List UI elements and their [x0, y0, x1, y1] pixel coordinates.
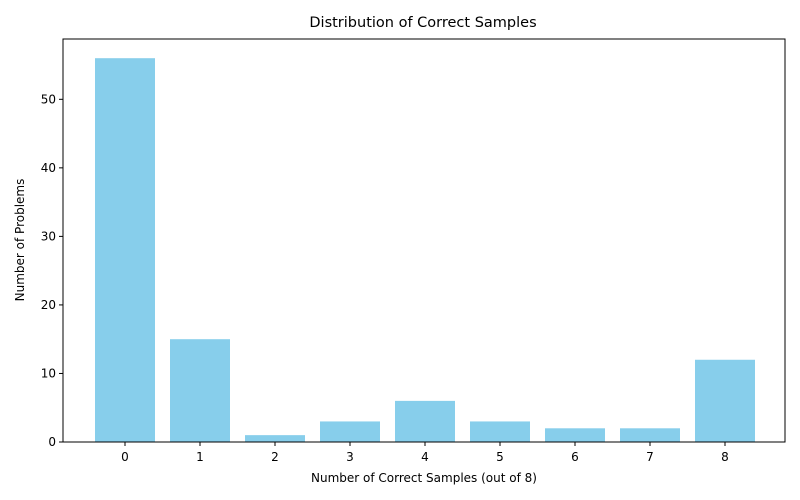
- y-tick-label: 50: [41, 92, 56, 106]
- bar-4: [395, 400, 455, 442]
- y-axis: 0 10 20 30 40 50: [41, 92, 63, 449]
- y-tick-label: 10: [41, 366, 56, 380]
- bar-1: [170, 339, 230, 442]
- bars-group: [95, 58, 755, 442]
- bar-3: [320, 421, 380, 442]
- x-tick-label: 5: [496, 450, 504, 464]
- bar-5: [470, 421, 530, 442]
- plot-frame: [62, 38, 786, 443]
- x-tick-label: 3: [346, 450, 354, 464]
- x-tick-label: 7: [646, 450, 654, 464]
- bar-0: [95, 58, 155, 442]
- bar-8: [695, 359, 755, 442]
- bar-6: [545, 428, 605, 442]
- x-axis-label: Number of Correct Samples (out of 8): [311, 471, 537, 485]
- x-tick-label: 4: [421, 450, 429, 464]
- x-tick-label: 8: [721, 450, 729, 464]
- y-axis-label: Number of Problems: [13, 179, 27, 302]
- bar-2: [245, 435, 305, 442]
- y-tick-label: 40: [41, 161, 56, 175]
- chart-title: Distribution of Correct Samples: [309, 15, 536, 31]
- x-tick-label: 1: [196, 450, 204, 464]
- x-axis: 0 1 2 3 4 5 6 7 8: [121, 442, 729, 464]
- x-tick-label: 2: [271, 450, 279, 464]
- y-tick-label: 20: [41, 298, 56, 312]
- bar-7: [620, 428, 680, 442]
- x-tick-label: 0: [121, 450, 129, 464]
- x-tick-label: 6: [571, 450, 579, 464]
- y-tick-label: 30: [41, 229, 56, 243]
- y-tick-label: 0: [48, 435, 56, 449]
